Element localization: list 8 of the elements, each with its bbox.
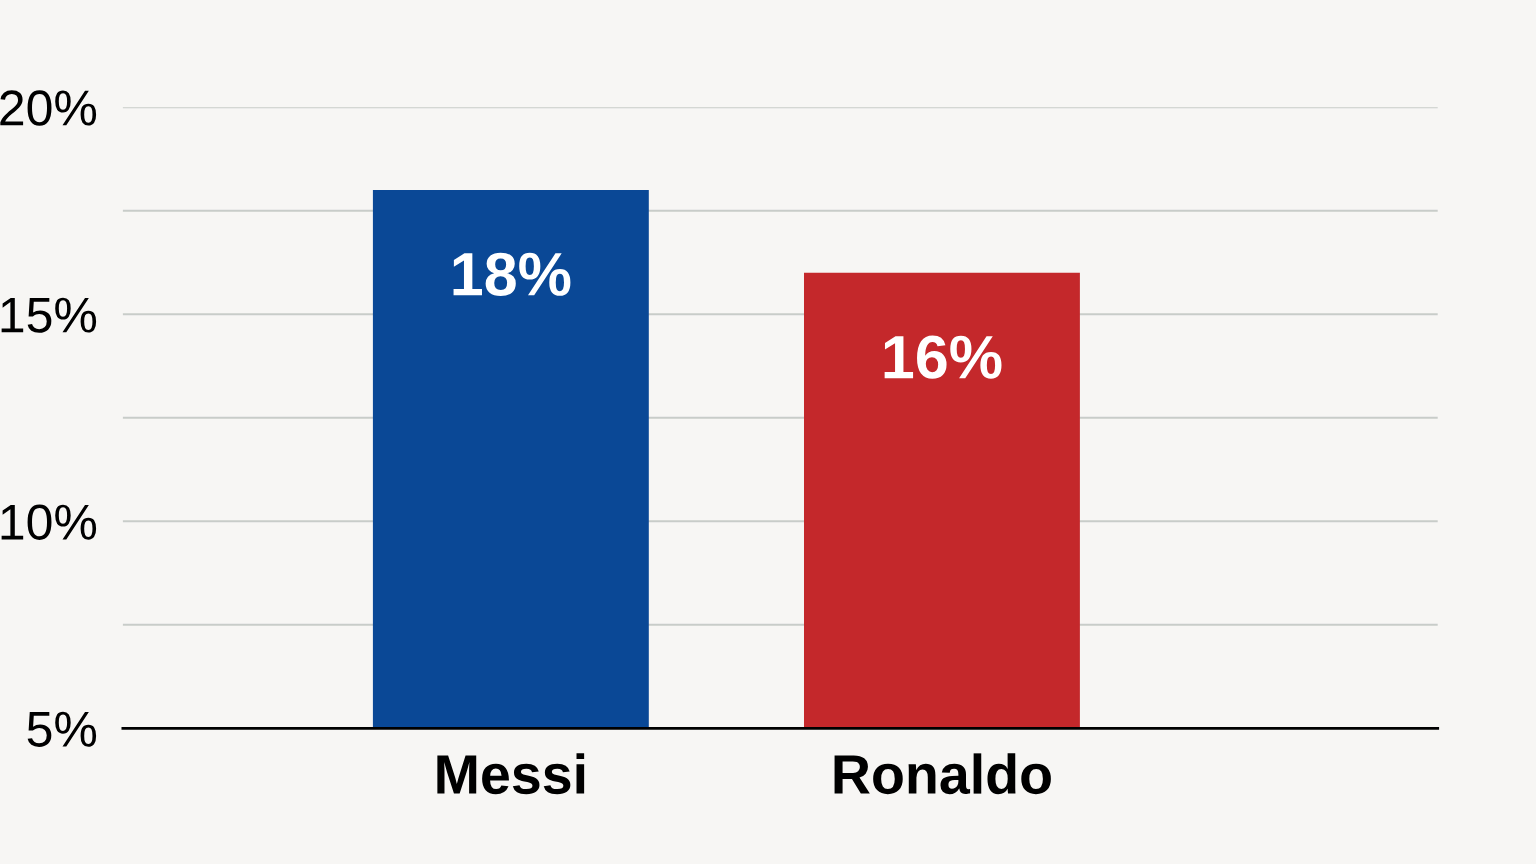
y-tick-label: 5% xyxy=(27,711,97,747)
data-label: 16% xyxy=(884,335,1002,379)
y-tick-label: 10% xyxy=(1,504,97,540)
y-tick-label: 15% xyxy=(1,297,97,333)
data-label: 18% xyxy=(453,252,571,296)
x-tick-label: Messi xyxy=(437,753,585,795)
y-tick-label: 20% xyxy=(0,90,97,126)
x-tick-label: Ronaldo xyxy=(834,753,1051,795)
